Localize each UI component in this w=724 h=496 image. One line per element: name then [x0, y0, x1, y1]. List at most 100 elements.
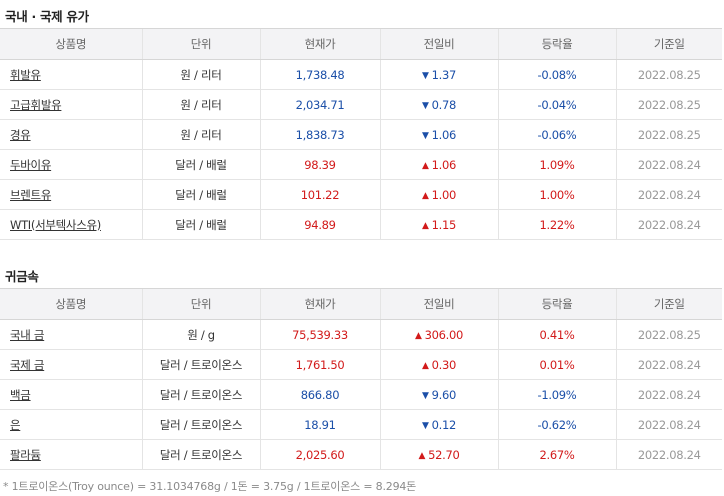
rate-cell: -0.62%	[497, 409, 616, 440]
date-cell: 2022.08.24	[615, 149, 722, 180]
rate-cell: 0.41%	[497, 319, 616, 350]
product-name-cell: 휘발유	[0, 59, 142, 90]
product-name-link[interactable]: WTI(서부텍사스유)	[10, 217, 101, 232]
unit-cell: 달러 / 트로이온스	[141, 349, 260, 380]
price-cell: 2,034.71	[259, 89, 380, 120]
date-cell: 2022.08.25	[615, 59, 722, 90]
price-cell: 75,539.33	[259, 319, 380, 350]
product-name-cell: 국내 금	[0, 319, 142, 350]
col-header-product: 상품명	[0, 28, 142, 60]
metals-price-table: 상품명 단위 현재가 전일비 등락율 기준일 국내 금 원 / g 75,539.3…	[0, 288, 722, 470]
col-header-unit: 단위	[141, 288, 260, 320]
unit-footnote: * 1트로이온스(Troy ounce) = 31.1034768g / 1돈 …	[3, 480, 417, 493]
product-name-link[interactable]: 휘발유	[10, 67, 41, 82]
col-header-rate: 등락율	[497, 288, 616, 320]
change-cell: ▼ 9.60	[379, 379, 498, 410]
product-name-cell: 은	[0, 409, 142, 440]
change-cell: ▼ 1.37	[379, 59, 498, 90]
price-cell: 94.89	[259, 209, 380, 240]
change-cell: ▲ 0.30	[379, 349, 498, 380]
product-name-link[interactable]: 두바이유	[10, 157, 52, 172]
table-row: 고급휘발유 원 / 리터 2,034.71 ▼ 0.78 -0.04% 2022.08.25	[0, 89, 722, 120]
table-row: 브렌트유 달러 / 배럴 101.22 ▲ 1.00 1.00% 2022.08.24	[0, 179, 722, 210]
table-row: 은 달러 / 트로이온스 18.91 ▼ 0.12 -0.62% 2022.08.24	[0, 409, 722, 440]
table-row: 경유 원 / 리터 1,838.73 ▼ 1.06 -0.06% 2022.08.25	[0, 119, 722, 150]
unit-cell: 달러 / 트로이온스	[141, 409, 260, 440]
price-cell: 101.22	[259, 179, 380, 210]
table-row: 팔라듐 달러 / 트로이온스 2,025.60 ▲ 52.70 2.67% 2022.08.…	[0, 439, 722, 470]
change-value: 0.12	[431, 417, 457, 432]
rate-cell: 1.09%	[497, 149, 616, 180]
product-name-link[interactable]: 고급휘발유	[10, 97, 62, 112]
metals-table-header: 상품명 단위 현재가 전일비 등락율 기준일	[0, 288, 722, 320]
date-cell: 2022.08.25	[615, 89, 722, 120]
product-name-cell: 두바이유	[0, 149, 142, 180]
col-header-change: 전일비	[379, 28, 498, 60]
unit-cell: 달러 / 배럴	[141, 149, 260, 180]
change-cell: ▲ 1.15	[379, 209, 498, 240]
oil-table-header: 상품명 단위 현재가 전일비 등락율 기준일	[0, 28, 722, 60]
metals-section-title: 귀금속	[5, 269, 39, 284]
change-cell: ▼ 1.06	[379, 119, 498, 150]
change-value: 1.15	[431, 217, 457, 232]
change-value: 0.30	[431, 357, 457, 372]
oil-price-table: 상품명 단위 현재가 전일비 등락율 기준일 휘발유 원 / 리터 1,738.48…	[0, 28, 722, 240]
change-cell: ▼ 0.78	[379, 89, 498, 120]
date-cell: 2022.08.25	[615, 119, 722, 150]
date-cell: 2022.08.24	[615, 379, 722, 410]
col-header-date: 기준일	[615, 288, 722, 320]
change-value: 9.60	[431, 387, 457, 402]
product-name-cell: 경유	[0, 119, 142, 150]
date-cell: 2022.08.24	[615, 209, 722, 240]
change-cell: ▼ 0.12	[379, 409, 498, 440]
unit-cell: 원 / 리터	[141, 59, 260, 90]
unit-cell: 달러 / 배럴	[141, 209, 260, 240]
date-cell: 2022.08.24	[615, 409, 722, 440]
price-cell: 18.91	[259, 409, 380, 440]
oil-table-body: 휘발유 원 / 리터 1,738.48 ▼ 1.37 -0.08% 2022.08.25 고급…	[0, 59, 722, 240]
date-cell: 2022.08.24	[615, 349, 722, 380]
table-row: 국내 금 원 / g 75,539.33 ▲ 306.00 0.41% 2022.08.25	[0, 319, 722, 350]
product-name-link[interactable]: 브렌트유	[10, 187, 52, 202]
col-header-price: 현재가	[259, 28, 380, 60]
product-name-link[interactable]: 백금	[10, 387, 31, 402]
rate-cell: -1.09%	[497, 379, 616, 410]
price-cell: 98.39	[259, 149, 380, 180]
price-cell: 1,761.50	[259, 349, 380, 380]
col-header-product: 상품명	[0, 288, 142, 320]
change-cell: ▲ 1.00	[379, 179, 498, 210]
change-cell: ▲ 1.06	[379, 149, 498, 180]
table-row: 국제 금 달러 / 트로이온스 1,761.50 ▲ 0.30 0.01% 2022.08.…	[0, 349, 722, 380]
rate-cell: 1.22%	[497, 209, 616, 240]
rate-cell: 1.00%	[497, 179, 616, 210]
up-triangle-icon: ▲	[418, 450, 426, 461]
product-name-link[interactable]: 국제 금	[10, 357, 45, 372]
product-name-cell: 백금	[0, 379, 142, 410]
unit-cell: 원 / g	[141, 319, 260, 350]
up-triangle-icon: ▲	[414, 330, 422, 341]
product-name-link[interactable]: 국내 금	[10, 327, 45, 342]
date-cell: 2022.08.24	[615, 439, 722, 470]
product-name-cell: 팔라듐	[0, 439, 142, 470]
unit-cell: 달러 / 배럴	[141, 179, 260, 210]
change-value: 1.06	[431, 157, 457, 172]
table-row: 두바이유 달러 / 배럴 98.39 ▲ 1.06 1.09% 2022.08.24	[0, 149, 722, 180]
product-name-link[interactable]: 은	[10, 417, 21, 432]
change-value: 52.70	[428, 447, 460, 462]
rate-cell: -0.08%	[497, 59, 616, 90]
table-row: 백금 달러 / 트로이온스 866.80 ▼ 9.60 -1.09% 2022.08.24	[0, 379, 722, 410]
product-name-cell: 국제 금	[0, 349, 142, 380]
up-triangle-icon: ▲	[421, 220, 429, 231]
rate-cell: -0.04%	[497, 89, 616, 120]
price-cell: 1,738.48	[259, 59, 380, 90]
date-cell: 2022.08.25	[615, 319, 722, 350]
change-value: 1.06	[431, 127, 457, 142]
product-name-link[interactable]: 경유	[10, 127, 31, 142]
col-header-unit: 단위	[141, 28, 260, 60]
product-name-link[interactable]: 팔라듐	[10, 447, 41, 462]
change-cell: ▲ 306.00	[379, 319, 498, 350]
up-triangle-icon: ▲	[421, 160, 429, 171]
product-name-cell: WTI(서부텍사스유)	[0, 209, 142, 240]
rate-cell: 0.01%	[497, 349, 616, 380]
unit-cell: 달러 / 트로이온스	[141, 439, 260, 470]
